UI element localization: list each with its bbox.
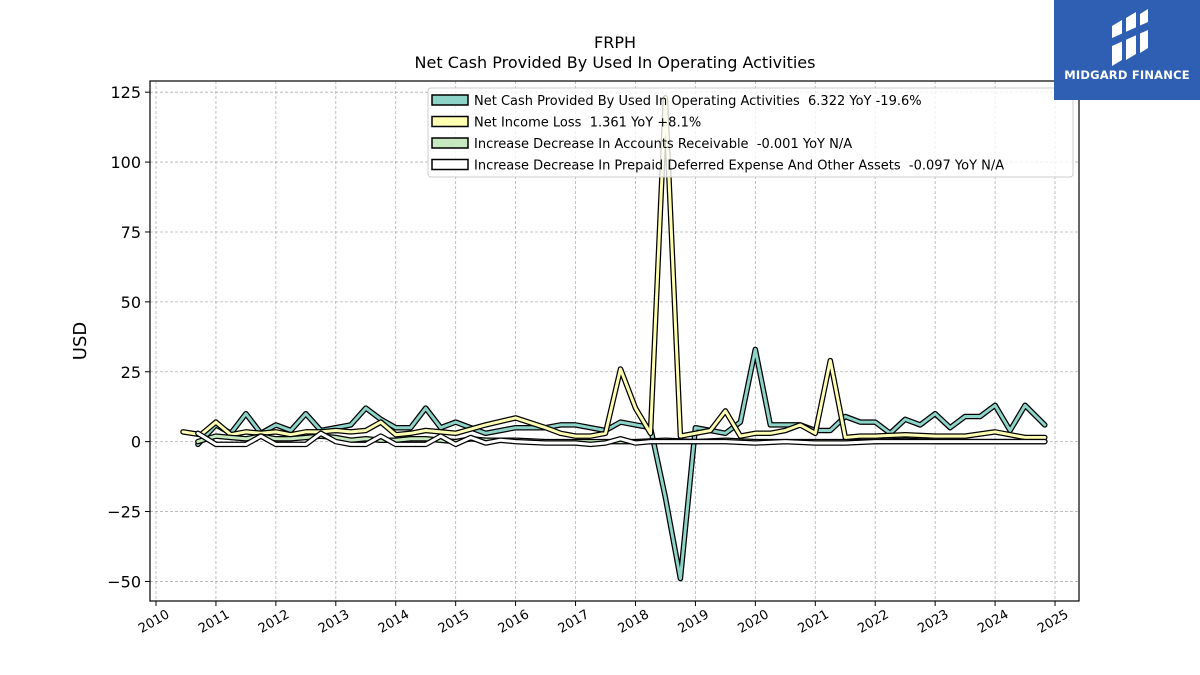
legend: Net Cash Provided By Used In Operating A… <box>427 87 1074 178</box>
midgard-logo-icon <box>1112 9 1148 66</box>
legend-label: Net Cash Provided By Used In Operating A… <box>474 94 922 109</box>
x-tick-label: 2010 <box>136 607 172 637</box>
x-tick-label: 2011 <box>196 607 232 637</box>
legend-swatch <box>431 158 469 171</box>
legend-swatch <box>431 94 469 106</box>
chart-title: FRPH <box>594 33 636 52</box>
series-line-0 <box>195 346 1048 582</box>
series-line-3 <box>195 430 1048 448</box>
legend-swatch <box>431 137 469 149</box>
series-layer <box>180 95 1048 582</box>
legend-box <box>427 87 1074 178</box>
series-line-1 <box>180 95 1048 441</box>
legend-item-1: Net Income Loss 1.361 YoY +8.1% <box>431 115 701 131</box>
x-tick-label: 2013 <box>316 607 352 637</box>
legend-item-2: Increase Decrease In Accounts Receivable… <box>431 137 852 152</box>
plot-frame <box>149 80 1080 602</box>
y-tick-label: 50 <box>121 293 141 312</box>
legend-swatch <box>431 115 469 128</box>
y-tick-label: −25 <box>107 503 141 522</box>
legend-item-3: Increase Decrease In Prepaid Deferred Ex… <box>431 158 1004 174</box>
y-tick-label: 25 <box>121 363 141 382</box>
y-axis-ticks: −50 −25 0 25 50 75 100 125 <box>107 83 150 591</box>
y-axis-label: USD <box>70 322 91 360</box>
x-tick-label: 2018 <box>616 607 652 637</box>
logo-text: MIDGARD FINANCE <box>1064 68 1190 82</box>
series-stroke <box>196 431 1047 446</box>
legend-label: Increase Decrease In Accounts Receivable… <box>474 137 852 152</box>
chart-subtitle: Net Cash Provided By Used In Operating A… <box>415 53 816 72</box>
legend-label: Increase Decrease In Prepaid Deferred Ex… <box>474 159 1004 174</box>
x-tick-label: 2022 <box>855 607 891 637</box>
series-outline <box>195 346 1048 582</box>
series-stroke <box>181 96 1047 439</box>
y-tick-label: −50 <box>107 572 141 591</box>
x-tick-label: 2015 <box>436 607 472 637</box>
x-tick-label: 2012 <box>256 607 292 637</box>
series-stroke <box>196 347 1047 581</box>
brand-logo: MIDGARD FINANCE <box>1054 0 1200 100</box>
legend-item-0: Net Cash Provided By Used In Operating A… <box>431 94 922 109</box>
x-axis-ticks: 2010 2011 2012 2013 2014 2015 2016 2017 2018 2019… <box>136 601 1071 637</box>
y-tick-label: 0 <box>131 433 141 452</box>
x-tick-label: 2019 <box>676 607 712 637</box>
y-tick-label: 125 <box>110 83 141 102</box>
legend-label: Net Income Loss 1.361 YoY +8.1% <box>474 116 701 131</box>
x-tick-label: 2024 <box>975 607 1011 637</box>
x-tick-label: 2025 <box>1035 607 1071 637</box>
x-tick-label: 2023 <box>915 607 951 637</box>
x-tick-label: 2021 <box>795 607 831 637</box>
y-tick-label: 75 <box>121 223 141 242</box>
x-tick-label: 2020 <box>736 607 772 637</box>
x-tick-label: 2017 <box>556 607 592 637</box>
x-tick-label: 2014 <box>376 607 412 637</box>
x-tick-label: 2016 <box>496 607 532 637</box>
y-tick-label: 100 <box>110 153 141 172</box>
